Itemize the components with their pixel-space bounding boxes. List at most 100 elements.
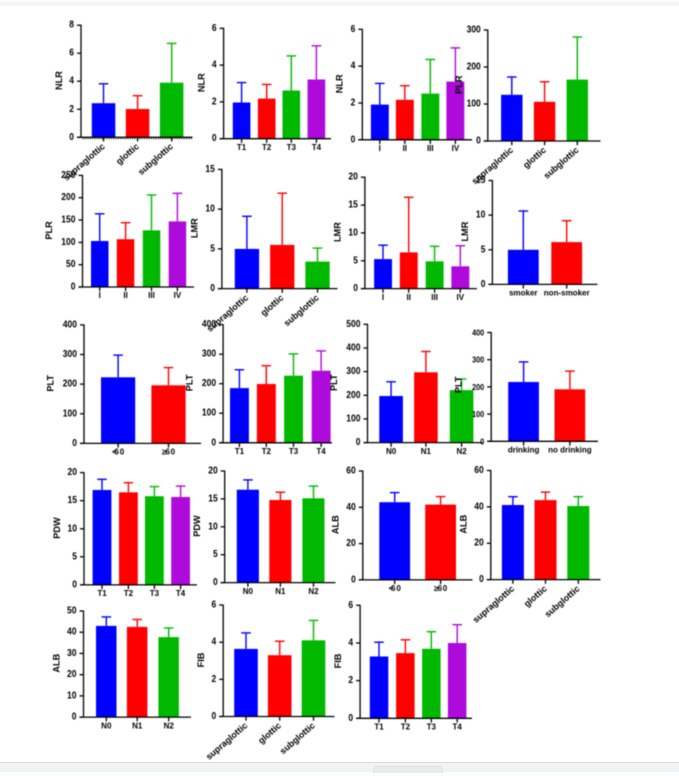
svg-text:PLT: PLT <box>329 374 339 391</box>
svg-text:8: 8 <box>69 20 74 31</box>
svg-text:40: 40 <box>67 627 77 638</box>
svg-text:no drinking: no drinking <box>548 446 592 455</box>
svg-text:4: 4 <box>351 61 356 72</box>
svg-text:0: 0 <box>479 574 484 585</box>
svg-text:300: 300 <box>472 355 484 365</box>
svg-text:10: 10 <box>205 204 215 215</box>
svg-text:0: 0 <box>213 577 218 588</box>
svg-text:20: 20 <box>68 467 78 478</box>
svg-text:10: 10 <box>476 210 486 221</box>
svg-text:NLR: NLR <box>54 71 64 90</box>
svg-text:III: III <box>427 144 434 153</box>
svg-text:100: 100 <box>63 408 78 419</box>
svg-text:4: 4 <box>212 60 217 71</box>
svg-text:0: 0 <box>212 711 217 722</box>
svg-text:500: 500 <box>346 319 361 330</box>
svg-text:6: 6 <box>212 23 217 34</box>
svg-text:0: 0 <box>212 133 217 144</box>
svg-text:2: 2 <box>69 104 74 115</box>
svg-text:N2: N2 <box>164 721 175 730</box>
svg-text:N2: N2 <box>308 587 319 596</box>
svg-text:non-smoker: non-smoker <box>544 289 590 298</box>
svg-text:400: 400 <box>472 328 484 338</box>
svg-text:20: 20 <box>474 538 484 549</box>
svg-text:0: 0 <box>72 579 77 590</box>
svg-text:PDW: PDW <box>192 515 202 537</box>
svg-text:T3: T3 <box>289 447 299 456</box>
svg-text:0: 0 <box>211 437 216 448</box>
svg-text:II: II <box>123 291 127 300</box>
svg-text:ALB: ALB <box>458 514 468 533</box>
svg-text:IV: IV <box>452 144 460 153</box>
svg-text:15: 15 <box>205 164 215 175</box>
svg-text:FIB: FIB <box>333 653 343 668</box>
svg-text:150: 150 <box>61 215 76 226</box>
svg-text:II: II <box>403 144 407 153</box>
svg-text:200: 200 <box>472 382 484 392</box>
svg-text:T3: T3 <box>287 143 297 152</box>
svg-text:FIB: FIB <box>196 652 206 667</box>
svg-text:T2: T2 <box>262 143 272 152</box>
svg-text:5: 5 <box>481 244 486 255</box>
svg-text:II: II <box>406 293 410 302</box>
svg-text:T3: T3 <box>427 723 437 732</box>
svg-text:400: 400 <box>63 319 78 330</box>
svg-text:III: III <box>431 293 438 302</box>
svg-text:T4: T4 <box>453 723 463 732</box>
svg-text:glottic: glottic <box>522 584 549 609</box>
svg-text:LMR: LMR <box>460 221 470 241</box>
svg-text:III: III <box>148 291 155 300</box>
svg-text:N0: N0 <box>386 447 397 456</box>
svg-text:N0: N0 <box>243 587 254 596</box>
svg-text:10: 10 <box>348 227 358 238</box>
svg-text:0: 0 <box>69 132 74 143</box>
svg-text:glottic: glottic <box>256 720 283 745</box>
svg-text:200: 200 <box>61 192 76 203</box>
svg-text:10: 10 <box>67 690 77 701</box>
svg-text:15: 15 <box>68 495 78 506</box>
svg-text:0: 0 <box>210 283 215 294</box>
svg-text:0: 0 <box>480 436 484 446</box>
svg-text:NLR: NLR <box>335 74 345 93</box>
svg-text:IV: IV <box>457 293 465 302</box>
svg-text:T2: T2 <box>124 589 134 598</box>
svg-text:50: 50 <box>67 606 77 617</box>
svg-text:0: 0 <box>353 283 358 294</box>
svg-text:N2: N2 <box>456 447 467 456</box>
svg-text:40: 40 <box>474 501 484 512</box>
svg-text:N1: N1 <box>421 447 432 456</box>
svg-text:0: 0 <box>356 437 361 448</box>
svg-text:2: 2 <box>348 675 353 686</box>
svg-text:5: 5 <box>72 551 77 562</box>
svg-text:15: 15 <box>208 493 218 504</box>
svg-text:100: 100 <box>467 99 482 110</box>
svg-text:PLT: PLT <box>46 375 56 392</box>
svg-text:40: 40 <box>346 502 356 513</box>
svg-text:0: 0 <box>71 282 76 293</box>
svg-text:I: I <box>379 144 381 153</box>
svg-text:5: 5 <box>213 549 218 560</box>
svg-text:subglottic: subglottic <box>136 141 175 177</box>
svg-text:6: 6 <box>212 600 217 611</box>
svg-text:100: 100 <box>346 413 361 424</box>
svg-text:0: 0 <box>72 712 77 723</box>
svg-text:20: 20 <box>348 172 358 183</box>
svg-text:subglottic: subglottic <box>543 584 582 620</box>
svg-text:I: I <box>382 293 384 302</box>
svg-text:20: 20 <box>67 669 77 680</box>
svg-text:2: 2 <box>212 674 217 685</box>
svg-text:drinking: drinking <box>508 446 540 455</box>
svg-text:4: 4 <box>69 76 74 87</box>
svg-text:400: 400 <box>202 319 217 330</box>
svg-text:supraglottic: supraglottic <box>471 584 516 625</box>
svg-text:≥60: ≥60 <box>162 448 176 457</box>
svg-text:LMR: LMR <box>190 218 200 238</box>
svg-text:30: 30 <box>67 648 77 659</box>
svg-text:200: 200 <box>63 379 78 390</box>
svg-text:subglottic: subglottic <box>278 720 317 756</box>
svg-text:300: 300 <box>467 25 482 36</box>
svg-text:T2: T2 <box>262 447 272 456</box>
svg-text:10: 10 <box>208 521 218 532</box>
svg-text:glottic: glottic <box>521 145 548 170</box>
svg-text:T1: T1 <box>235 447 245 456</box>
